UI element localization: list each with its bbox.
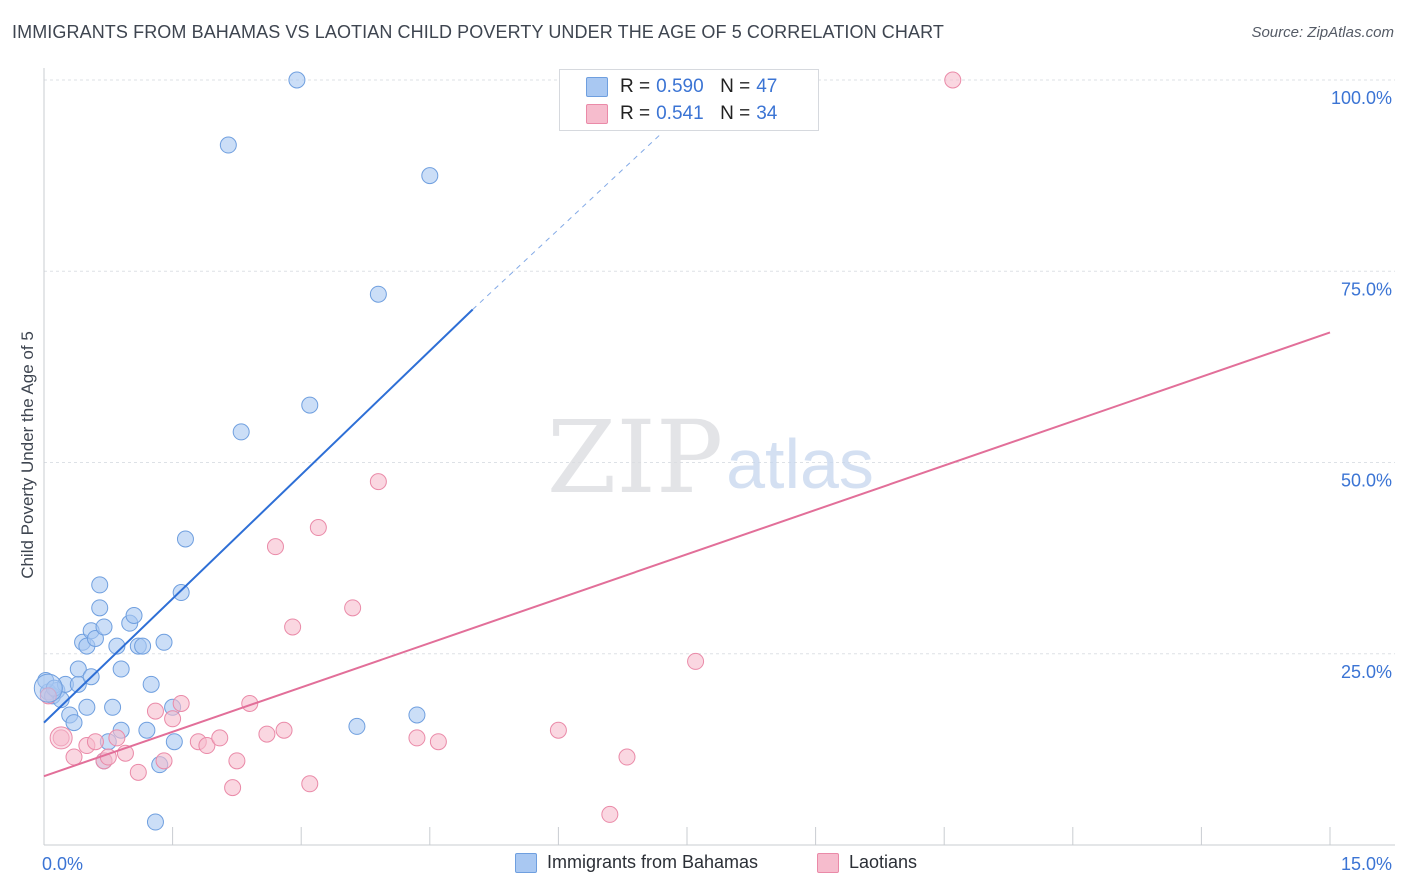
point-bahamas-cluster (33, 673, 63, 703)
legend-r-label: R = (620, 76, 651, 97)
point-laotians (549, 721, 567, 739)
legend-item-bahamas[interactable]: Immigrants from Bahamas (515, 852, 758, 873)
point-laotians (284, 618, 302, 636)
grid-layer (44, 79, 1395, 655)
point-laotians (211, 729, 229, 747)
x-tick-label-max: 15.0% (1341, 854, 1392, 874)
point-laotians (108, 729, 126, 747)
point-laotians (344, 599, 362, 617)
legend-n-value: 47 (756, 76, 778, 97)
point-bahamas (138, 721, 156, 739)
trendline-bahamas (43, 308, 474, 724)
stats-legend: R = 0.590 N = 47 R = 0.541 N = 34 (559, 69, 819, 131)
watermark: ZIP atlas (547, 399, 874, 516)
point-laotians (408, 729, 426, 747)
point-laotians (155, 752, 173, 770)
point-bahamas (421, 167, 439, 185)
point-laotians (146, 702, 164, 720)
point-bahamas (288, 71, 306, 89)
point-laotians (224, 779, 242, 797)
legend-r-value: 0.590 (656, 76, 704, 97)
legend-swatch-pink (817, 852, 839, 873)
point-bahamas (125, 607, 143, 624)
trendline-laotians (43, 331, 1331, 778)
point-laotians (944, 71, 962, 89)
point-bahamas (91, 576, 109, 594)
point-bahamas (65, 714, 83, 732)
point-laotians (618, 748, 636, 766)
watermark-zip: ZIP (547, 399, 723, 516)
point-laotians (309, 519, 327, 537)
point-bahamas (134, 637, 152, 655)
legend-row-bahamas: R = 0.590 N = 47 (586, 74, 777, 100)
point-bahamas (219, 136, 237, 154)
points-layer (33, 71, 962, 831)
point-laotians (687, 652, 705, 670)
point-bahamas (108, 637, 126, 655)
point-laotians (266, 538, 284, 556)
point-bahamas (348, 717, 366, 735)
legend-swatch-pink (586, 104, 608, 124)
point-bahamas (232, 423, 250, 441)
point-bahamas (172, 584, 190, 602)
point-laotians (601, 805, 619, 823)
point-bahamas (176, 530, 194, 548)
legend-n-label: N = (720, 76, 751, 97)
point-laotians (198, 737, 216, 755)
source-credit: Source: ZipAtlas.com (1251, 24, 1394, 41)
legend-r-label: R = (620, 103, 651, 124)
legend-item-laotians[interactable]: Laotians (817, 852, 917, 873)
point-laotians-cluster (49, 726, 73, 750)
legend-swatch-blue (586, 77, 608, 97)
point-bahamas (155, 633, 173, 651)
tick-labels: 25.0% 50.0% 75.0% 100.0% 0.0% 15.0% (42, 88, 1392, 874)
y-tick-label: 100.0% (1331, 88, 1392, 108)
legend-label-laotians: Laotians (849, 852, 918, 872)
legend-n-value: 34 (756, 103, 778, 124)
series-legend: Immigrants from Bahamas Laotians (0, 852, 1406, 876)
point-bahamas (369, 285, 387, 303)
point-bahamas (142, 675, 160, 693)
point-bahamas (112, 660, 130, 678)
point-laotians (129, 763, 147, 781)
trend-layer (43, 133, 1331, 778)
point-laotians (164, 710, 182, 728)
point-bahamas (104, 698, 122, 716)
point-bahamas (301, 396, 319, 414)
point-bahamas (408, 706, 426, 724)
point-bahamas (95, 618, 113, 636)
point-laotians (172, 694, 190, 712)
point-laotians (369, 473, 387, 491)
x-tick-label-min: 0.0% (42, 854, 83, 874)
point-laotians (429, 733, 447, 751)
point-bahamas (69, 660, 87, 678)
y-tick-label: 25.0% (1341, 662, 1392, 682)
legend-row-laotians: R = 0.541 N = 34 (586, 101, 777, 127)
point-laotians (65, 748, 83, 766)
legend-n-label: N = (720, 103, 751, 124)
point-bahamas (86, 629, 104, 647)
axis-layer (43, 68, 1395, 846)
point-bahamas (146, 813, 164, 831)
point-laotians (258, 725, 276, 743)
point-laotians (228, 752, 246, 770)
legend-r-value: 0.541 (656, 103, 704, 124)
watermark-atlas: atlas (726, 425, 874, 503)
point-bahamas (91, 599, 109, 617)
trendline-bahamas-extension (472, 133, 662, 310)
point-laotians (275, 721, 293, 739)
point-laotians (86, 733, 104, 751)
legend-label-bahamas: Immigrants from Bahamas (547, 852, 759, 872)
point-bahamas (78, 698, 96, 716)
y-tick-label: 50.0% (1341, 471, 1392, 491)
y-tick-label: 75.0% (1341, 279, 1392, 299)
legend-swatch-blue (515, 852, 537, 873)
point-laotians (301, 775, 319, 793)
point-bahamas (165, 733, 183, 751)
chart-title: IMMIGRANTS FROM BAHAMAS VS LAOTIAN CHILD… (12, 22, 944, 42)
